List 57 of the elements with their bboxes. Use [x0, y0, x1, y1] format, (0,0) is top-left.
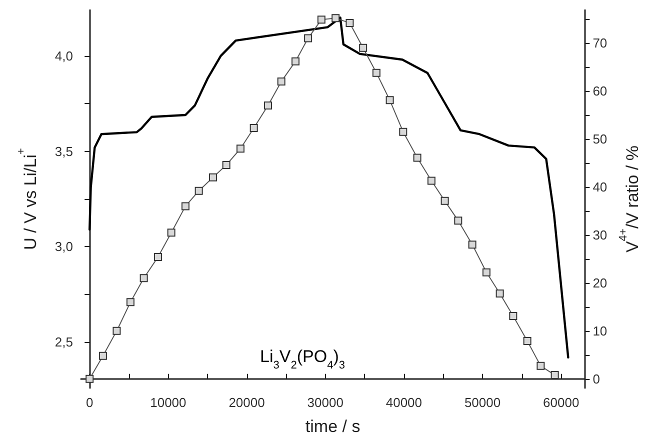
point	[304, 34, 312, 42]
point	[181, 202, 190, 210]
point	[332, 14, 340, 22]
point	[98, 352, 107, 360]
point	[291, 57, 300, 66]
point	[317, 16, 326, 24]
point	[126, 298, 134, 306]
y2-tick-label: 70	[592, 36, 608, 51]
point	[399, 128, 408, 136]
x-tick-label: 30000	[307, 395, 344, 410]
point	[208, 173, 217, 182]
point	[112, 326, 121, 335]
x-tick-label: 10000	[150, 395, 186, 410]
point	[468, 240, 476, 249]
x-axis-title: time / s	[305, 417, 360, 436]
x-tick-label: 60000	[543, 395, 580, 410]
point	[86, 374, 94, 383]
point	[496, 290, 504, 298]
y2-tick-label: 0	[592, 371, 600, 386]
point	[536, 362, 545, 370]
y-axis-title: U / V vs Li/Li+	[16, 148, 40, 250]
point	[509, 312, 518, 320]
y-tick-label: 3,0	[54, 239, 73, 254]
point	[140, 274, 148, 282]
point	[154, 253, 162, 262]
point	[250, 124, 258, 132]
point	[236, 144, 244, 153]
point	[482, 268, 490, 276]
x-tick-label: 50000	[464, 395, 501, 410]
point	[427, 176, 436, 185]
y-tick-label: 3,5	[54, 144, 73, 159]
point	[194, 186, 203, 195]
point	[372, 68, 380, 77]
y2-tick-label: 10	[592, 323, 608, 338]
x-tick-label: 40000	[386, 395, 422, 410]
point	[550, 371, 559, 380]
y2-axis-title: V4+/V ratio / %	[618, 145, 642, 253]
point	[277, 77, 286, 86]
x-tick-label: 20000	[228, 395, 265, 410]
point	[167, 228, 176, 237]
point	[440, 196, 449, 205]
point	[413, 154, 422, 162]
point	[346, 18, 354, 27]
point	[523, 336, 532, 345]
point	[222, 160, 230, 169]
point	[386, 96, 394, 104]
y2-tick-label: 50	[592, 132, 608, 147]
point	[454, 216, 462, 225]
y-tick-label: 2,5	[54, 334, 73, 350]
y2-tick-label: 60	[592, 84, 608, 99]
point	[264, 101, 272, 110]
y2-tick-label: 20	[592, 275, 608, 290]
y2-tick-label: 40	[592, 180, 608, 195]
y-tick-label: 4,0	[54, 48, 73, 64]
point	[359, 44, 368, 52]
x-tick-label: 0	[86, 395, 94, 410]
y2-tick-label: 30	[592, 227, 608, 242]
